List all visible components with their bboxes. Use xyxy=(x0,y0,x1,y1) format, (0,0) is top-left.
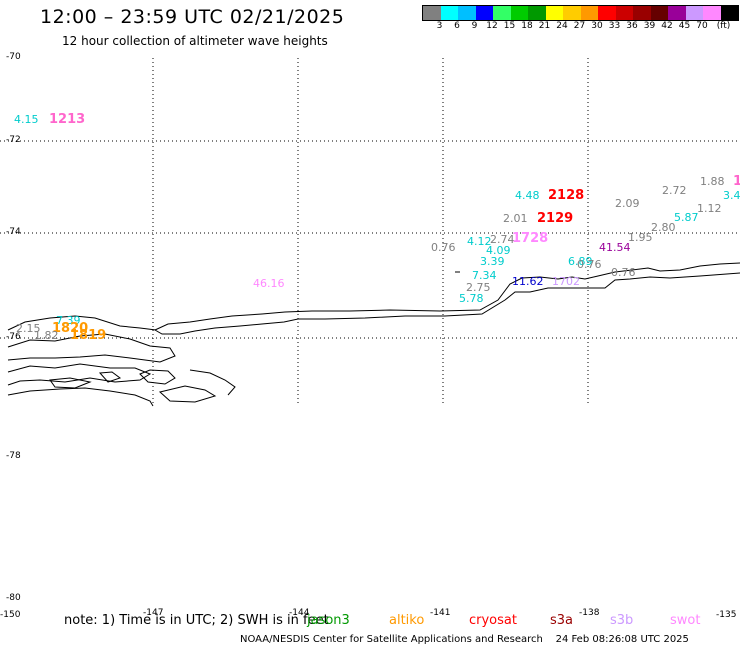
timestamp: 24 Feb 08:26:08 UTC 2025 xyxy=(555,634,689,645)
wave-height-label: 0.76 xyxy=(611,266,636,279)
page-subtitle: 12 hour collection of altimeter wave hei… xyxy=(62,34,328,48)
color-swatch xyxy=(545,6,563,20)
wave-height-label: 0.76 xyxy=(431,241,456,254)
wave-height-label: 5.78 xyxy=(459,292,484,305)
legend-swot: swot xyxy=(670,613,701,628)
pass-time-label: 1702 xyxy=(552,275,580,288)
lon-label: -147 xyxy=(143,608,164,618)
pass-time-label: 1728 xyxy=(512,231,549,246)
color-swatch xyxy=(510,6,528,20)
color-scale-bar xyxy=(422,5,739,21)
color-swatch xyxy=(423,6,441,20)
lat-label: -72 xyxy=(6,135,21,145)
color-swatch xyxy=(440,6,458,20)
color-swatch xyxy=(668,6,686,20)
wave-height-label: 1.88 xyxy=(700,175,725,188)
pass-time-label: 1820 xyxy=(52,321,89,336)
lat-label: -76 xyxy=(6,332,21,342)
color-swatch xyxy=(703,6,721,20)
color-swatch xyxy=(493,6,511,20)
color-scale-label: 36 xyxy=(626,21,638,31)
wave-height-label: 1.82 xyxy=(34,329,59,342)
color-scale-label: 27 xyxy=(573,21,586,31)
color-swatch xyxy=(563,6,581,20)
color-scale-label: 18 xyxy=(521,21,533,31)
credit-text: NOAA/NESDIS Center for Satellite Applica… xyxy=(240,634,543,645)
wave-height-label: 0.76 xyxy=(577,258,602,271)
color-swatch xyxy=(580,6,598,20)
color-scale-label: 45 xyxy=(678,21,691,31)
lon-label: -150 xyxy=(0,610,21,620)
wave-height-label: 2.72 xyxy=(662,184,687,197)
wave-height-label: 41.54 xyxy=(599,241,631,254)
color-scale-label: 9 xyxy=(471,21,478,31)
lat-label: -70 xyxy=(6,52,21,62)
lon-label: -144 xyxy=(289,608,310,618)
color-scale-label: 15 xyxy=(503,21,516,31)
lon-label: -141 xyxy=(430,608,451,618)
color-scale-label: 6 xyxy=(454,21,460,31)
legend-cryosat: cryosat xyxy=(469,613,517,628)
wave-height-label: 1.95 xyxy=(628,231,653,244)
wave-height-label: 1.12 xyxy=(697,202,722,215)
color-scale-label: 30 xyxy=(591,21,603,31)
wave-height-label: 6.89 xyxy=(568,255,593,268)
legend-s3b: s3b xyxy=(610,613,634,628)
pass-time-label: 1 xyxy=(733,174,740,189)
color-swatch xyxy=(720,6,738,20)
color-scale-label: 42 xyxy=(661,21,673,31)
color-swatch xyxy=(458,6,476,20)
lon-label: -138 xyxy=(579,608,600,618)
color-swatch xyxy=(528,6,546,20)
footer-note: note: 1) Time is in UTC; 2) SWH is in fe… xyxy=(64,613,329,628)
wave-height-label: 4.12 xyxy=(467,235,492,248)
color-swatch xyxy=(475,6,493,20)
color-scale-label: 3 xyxy=(436,21,443,31)
page-title: 12:00 – 23:59 UTC 02/21/2025 xyxy=(40,6,345,28)
wave-height-label: 7.39 xyxy=(56,314,81,327)
lat-label: -74 xyxy=(6,227,21,237)
wave-height-label: 4.48 xyxy=(515,189,540,202)
wave-height-label: 7.34 xyxy=(472,269,497,282)
color-scale-label: 21 xyxy=(538,21,551,31)
wave-height-label: 5.87 xyxy=(674,211,699,224)
color-scale-label: (ft) xyxy=(716,21,731,31)
wave-height-label: 2.09 xyxy=(615,197,640,210)
wave-height-label: 2.15 xyxy=(16,322,41,335)
pass-time-label: 1819 xyxy=(70,328,107,343)
pass-time-label: 2129 xyxy=(537,211,574,226)
wave-height-label: 3.39 xyxy=(480,255,505,268)
grid-lines xyxy=(0,58,740,406)
color-swatch xyxy=(598,6,616,20)
credit-line: NOAA/NESDIS Center for Satellite Applica… xyxy=(240,634,689,645)
legend-jason3: jason3 xyxy=(307,613,350,628)
lat-label: -78 xyxy=(6,451,21,461)
legend-s3a: s3a xyxy=(550,613,574,628)
wave-height-label: 11.62 xyxy=(512,275,544,288)
wave-height-label: 46.16 xyxy=(253,277,285,290)
pass-time-label: 2128 xyxy=(548,188,585,203)
wave-height-label: 2.80 xyxy=(651,221,676,234)
lat-label: -80 xyxy=(6,593,21,603)
wave-height-label: 4.15 xyxy=(14,113,39,126)
color-scale-label: 39 xyxy=(643,21,656,31)
color-scale-label: 12 xyxy=(486,21,498,31)
color-swatch xyxy=(685,6,703,20)
color-scale-label: 24 xyxy=(556,21,568,31)
wave-height-label: 2.74 xyxy=(490,233,515,246)
wave-height-label: 2.01 xyxy=(503,212,528,225)
color-swatch xyxy=(615,6,633,20)
color-scale-label: 70 xyxy=(696,21,708,31)
wave-height-label: 2.75 xyxy=(466,281,491,294)
wave-height-label: 4.09 xyxy=(486,244,511,257)
color-scale-label: 33 xyxy=(608,21,621,31)
lon-label: -135 xyxy=(716,610,737,620)
wave-height-label: 3.4 xyxy=(723,189,740,202)
pass-time-label: 1213 xyxy=(49,112,86,127)
color-swatch xyxy=(650,6,668,20)
color-swatch xyxy=(633,6,651,20)
coastline xyxy=(7,262,740,407)
legend-altiko: altiko xyxy=(389,613,425,628)
